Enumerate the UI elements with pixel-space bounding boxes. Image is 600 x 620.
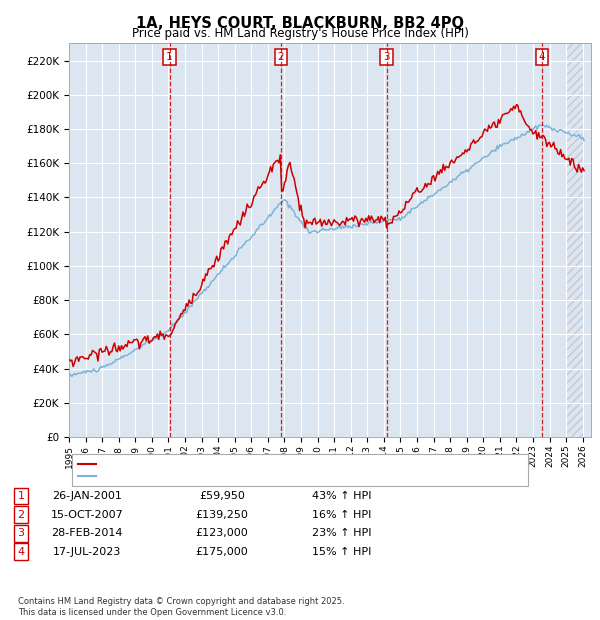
Text: 1: 1 [17,491,25,501]
Text: 16% ↑ HPI: 16% ↑ HPI [313,510,371,520]
Polygon shape [566,43,584,437]
Text: £123,000: £123,000 [196,528,248,538]
Text: 2: 2 [278,52,284,62]
Text: £59,950: £59,950 [199,491,245,501]
Text: 3: 3 [383,52,390,62]
Text: Price paid vs. HM Land Registry's House Price Index (HPI): Price paid vs. HM Land Registry's House … [131,27,469,40]
Text: Contains HM Land Registry data © Crown copyright and database right 2025.
This d: Contains HM Land Registry data © Crown c… [18,598,344,617]
Text: 15% ↑ HPI: 15% ↑ HPI [313,547,371,557]
Text: 17-JUL-2023: 17-JUL-2023 [53,547,121,557]
Text: 1A, HEYS COURT, BLACKBURN, BB2 4PQ (semi-detached house): 1A, HEYS COURT, BLACKBURN, BB2 4PQ (semi… [102,459,421,469]
Text: 28-FEB-2014: 28-FEB-2014 [51,528,123,538]
Text: HPI: Average price, semi-detached house, Blackburn with Darwen: HPI: Average price, semi-detached house,… [102,471,430,481]
Text: 15-OCT-2007: 15-OCT-2007 [50,510,124,520]
Text: 2: 2 [17,510,25,520]
Text: 23% ↑ HPI: 23% ↑ HPI [312,528,372,538]
Text: £139,250: £139,250 [196,510,248,520]
Text: 1: 1 [166,52,173,62]
Text: 43% ↑ HPI: 43% ↑ HPI [312,491,372,501]
Text: 26-JAN-2001: 26-JAN-2001 [52,491,122,501]
Text: £175,000: £175,000 [196,547,248,557]
Text: 3: 3 [17,528,25,538]
Text: 1A, HEYS COURT, BLACKBURN, BB2 4PQ: 1A, HEYS COURT, BLACKBURN, BB2 4PQ [136,16,464,30]
Text: 4: 4 [539,52,545,62]
Text: 4: 4 [17,547,25,557]
